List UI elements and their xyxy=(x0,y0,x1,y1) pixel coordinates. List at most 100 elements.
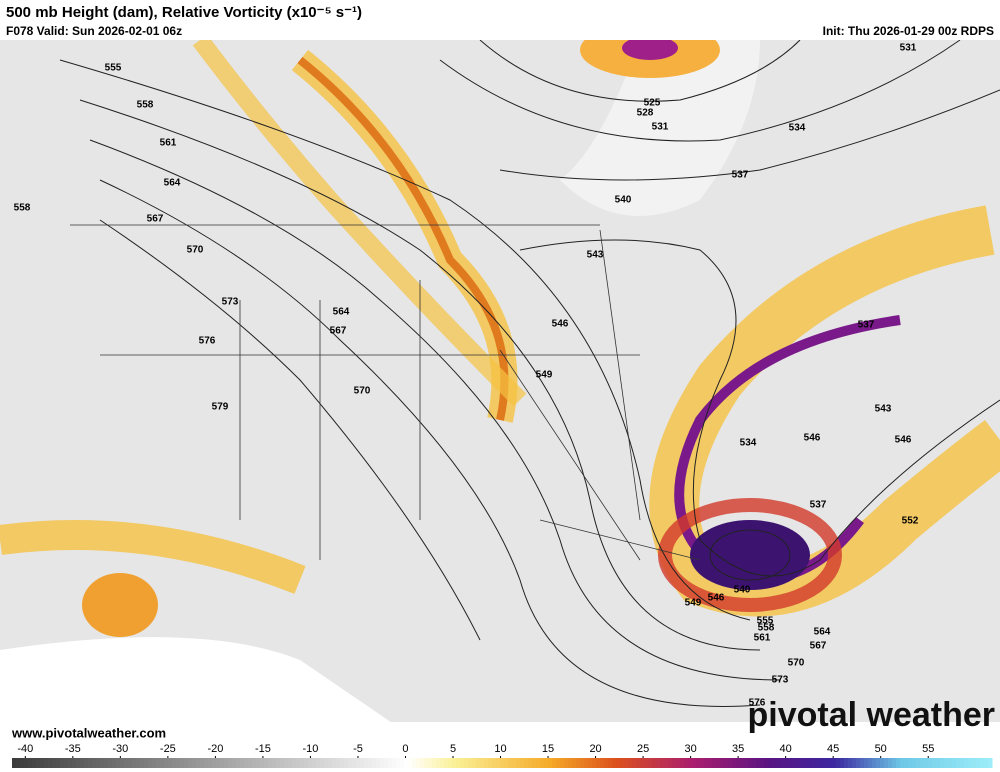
contour-label: 549 xyxy=(685,598,702,609)
colorbar-cell xyxy=(64,758,69,768)
colorbar-cell xyxy=(172,758,177,768)
colorbar-cell xyxy=(272,758,277,768)
contour-label: 579 xyxy=(212,402,229,413)
contour-label: 546 xyxy=(552,319,569,330)
contour-label: 537 xyxy=(732,170,749,181)
colorbar-cell xyxy=(936,758,941,768)
colorbar-cell xyxy=(128,758,133,768)
colorbar-cell xyxy=(900,758,905,768)
colorbar-cell xyxy=(284,758,289,768)
colorbar-cell xyxy=(420,758,425,768)
colorbar-cell xyxy=(336,758,341,768)
colorbar-cell xyxy=(160,758,165,768)
colorbar-cell xyxy=(288,758,293,768)
colorbar-cell xyxy=(540,758,545,768)
colorbar-cell xyxy=(144,758,149,768)
colorbar-cell xyxy=(164,758,169,768)
colorbar-cell xyxy=(916,758,921,768)
colorbar-cell xyxy=(244,758,249,768)
contour-label: 564 xyxy=(814,627,831,638)
colorbar-cell xyxy=(736,758,741,768)
colorbar-cell xyxy=(896,758,901,768)
colorbar-cell xyxy=(884,758,889,768)
colorbar-cell xyxy=(600,758,605,768)
colorbar-cell xyxy=(904,758,909,768)
colorbar-cell xyxy=(236,758,241,768)
colorbar-cell xyxy=(108,758,113,768)
colorbar-cell xyxy=(196,758,201,768)
init-time: Init: Thu 2026-01-29 00z RDPS xyxy=(823,24,994,38)
colorbar-cell xyxy=(488,758,493,768)
contour-label: 567 xyxy=(330,326,347,337)
colorbar-cell xyxy=(260,758,265,768)
colorbar-cell xyxy=(584,758,589,768)
colorbar-cell xyxy=(624,758,629,768)
colorbar-cell xyxy=(436,758,441,768)
colorbar-cell xyxy=(100,758,105,768)
colorbar-cell xyxy=(728,758,733,768)
colorbar-cell xyxy=(516,758,521,768)
contour-label: 561 xyxy=(160,138,177,149)
colorbar-cell xyxy=(832,758,837,768)
colorbar-tick-label: -15 xyxy=(255,743,271,755)
colorbar-cell xyxy=(876,758,881,768)
colorbar-cell xyxy=(548,758,553,768)
colorbar-cell xyxy=(504,758,509,768)
colorbar-cell xyxy=(136,758,141,768)
colorbar-cell xyxy=(52,758,57,768)
colorbar-cell xyxy=(348,758,353,768)
colorbar-cell xyxy=(316,758,321,768)
colorbar-cell xyxy=(912,758,917,768)
contour-label: 537 xyxy=(810,500,827,511)
colorbar-tick-label: -40 xyxy=(17,743,33,755)
colorbar-cell xyxy=(396,758,401,768)
colorbar-cell xyxy=(512,758,517,768)
colorbar-cell xyxy=(608,758,613,768)
colorbar-cell xyxy=(204,758,209,768)
colorbar-cell xyxy=(704,758,709,768)
colorbar-cell xyxy=(120,758,125,768)
colorbar-cell xyxy=(104,758,109,768)
colorbar-cell xyxy=(536,758,541,768)
colorbar-cell xyxy=(612,758,617,768)
colorbar-cell xyxy=(716,758,721,768)
vorticity-core xyxy=(690,520,810,590)
colorbar-cell xyxy=(44,758,49,768)
colorbar-cell xyxy=(604,758,609,768)
colorbar-cell xyxy=(920,758,925,768)
colorbar-cell xyxy=(844,758,849,768)
colorbar-cell xyxy=(184,758,189,768)
colorbar-cell xyxy=(772,758,777,768)
contour-label: 531 xyxy=(900,43,917,54)
colorbar-cell xyxy=(228,758,233,768)
colorbar-cell xyxy=(280,758,285,768)
colorbar-cell xyxy=(28,758,33,768)
colorbar-cell xyxy=(352,758,357,768)
colorbar-cell xyxy=(140,758,145,768)
colorbar-cell xyxy=(368,758,373,768)
colorbar-cell xyxy=(568,758,573,768)
colorbar-cell xyxy=(408,758,413,768)
colorbar-cell xyxy=(812,758,817,768)
contour-label: 540 xyxy=(734,585,751,596)
colorbar-cell xyxy=(92,758,97,768)
contour-label: 570 xyxy=(187,245,204,256)
colorbar-cell xyxy=(84,758,89,768)
colorbar-cell xyxy=(448,758,453,768)
colorbar-cell xyxy=(740,758,745,768)
colorbar-cell xyxy=(432,758,437,768)
contour-label: 543 xyxy=(875,404,892,415)
colorbar-cell xyxy=(248,758,253,768)
colorbar-cell xyxy=(256,758,261,768)
colorbar: -40 -35 -30 -25 -20 -15 -10 -5 0 5 10 15 20 25 30 35 40 4… xyxy=(12,743,993,768)
contour-label: 546 xyxy=(708,593,725,604)
colorbar-cell xyxy=(364,758,369,768)
colorbar-cell xyxy=(12,758,17,768)
vorticity-core xyxy=(622,36,678,60)
colorbar-cell xyxy=(972,758,977,768)
colorbar-cell xyxy=(664,758,669,768)
colorbar-cell xyxy=(744,758,749,768)
colorbar-cell xyxy=(656,758,661,768)
colorbar-cell xyxy=(892,758,897,768)
